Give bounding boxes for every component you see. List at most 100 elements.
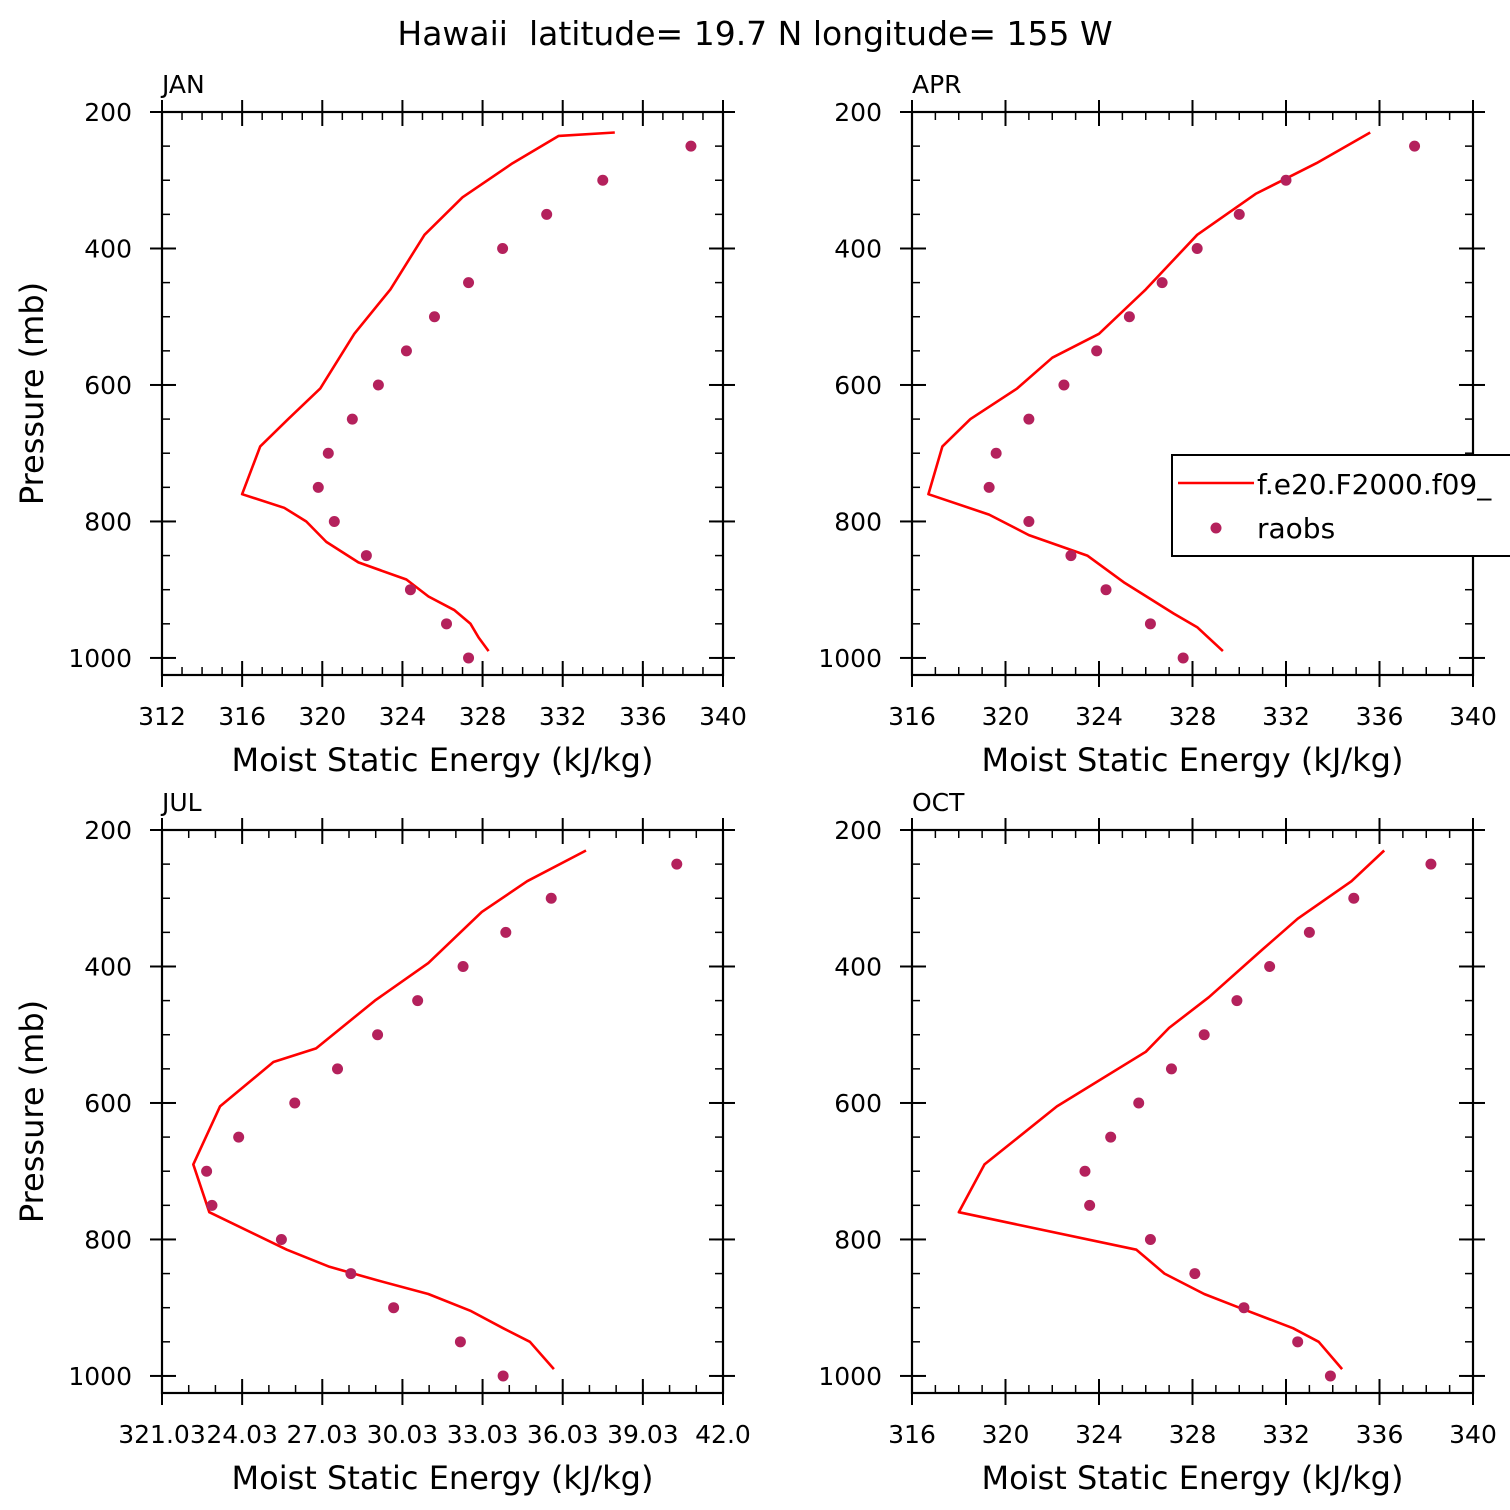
raobs-point xyxy=(1144,618,1156,630)
raobs-point xyxy=(983,481,995,493)
x-axis-title: Moist Static Energy (kJ/kg) xyxy=(232,1459,654,1497)
x-tick-label: 36.03 xyxy=(527,1420,599,1449)
raobs-point xyxy=(1058,379,1070,391)
raobs-point xyxy=(1425,858,1437,870)
raobs-point xyxy=(1091,345,1103,357)
y-tick-label: 800 xyxy=(834,507,882,536)
raobs-point xyxy=(328,515,340,527)
raobs-point xyxy=(500,926,512,938)
raobs-point xyxy=(1231,995,1243,1007)
x-tick-label: 316 xyxy=(888,702,936,731)
x-tick-label: 332 xyxy=(1262,1420,1310,1449)
raobs-point xyxy=(457,960,469,972)
panel-label: APR xyxy=(912,70,962,99)
panels: JAN 312 316 320 324 328 332 336 340 200 400 600 800 1… xyxy=(13,70,1510,1497)
raobs-point xyxy=(404,584,416,596)
raobs-point xyxy=(545,892,557,904)
raobs-point xyxy=(1100,584,1112,596)
raobs-point xyxy=(1165,1063,1177,1075)
y-tick-label: 800 xyxy=(84,507,132,536)
plot-frame xyxy=(160,828,725,1395)
raobs-point xyxy=(597,174,609,186)
model-series-line xyxy=(192,849,587,1370)
raobs-point xyxy=(322,447,334,459)
x-tick-label: 30.03 xyxy=(367,1420,439,1449)
x-tick-label: 324 xyxy=(379,702,427,731)
y-axis-title: Pressure (mb) xyxy=(13,282,51,505)
raobs-point xyxy=(233,1131,245,1143)
x-tick-label: 340 xyxy=(1449,702,1497,731)
y-tick-label: 400 xyxy=(834,234,882,263)
raobs-point xyxy=(388,1302,400,1314)
raobs-point xyxy=(497,1370,509,1382)
panel-label: JUL xyxy=(160,788,202,817)
y-axis-title: Pressure (mb) xyxy=(13,1000,51,1223)
plot-frame xyxy=(910,110,1475,677)
legend-dot-swatch xyxy=(1210,522,1222,534)
x-tick-label: 27.03 xyxy=(286,1420,358,1449)
y-tick-label: 200 xyxy=(834,816,882,845)
raobs-point xyxy=(990,447,1002,459)
model-series-line xyxy=(240,131,615,652)
raobs-point xyxy=(1292,1336,1304,1348)
y-tick-label: 800 xyxy=(834,1225,882,1254)
x-tick-label: 321.03 xyxy=(118,1420,205,1449)
panel-apr: APR 316 320 324 328 332 336 340 200 400 600 800 1000… xyxy=(818,70,1510,779)
raobs-point xyxy=(201,1165,213,1177)
raobs-point xyxy=(1156,277,1168,289)
raobs-point xyxy=(206,1199,218,1211)
y-tick-label: 600 xyxy=(834,1089,882,1118)
y-tick-label: 200 xyxy=(834,98,882,127)
x-tick-label: 39.03 xyxy=(607,1420,679,1449)
raobs-point xyxy=(1324,1370,1336,1382)
panel-oct: OCT 316 320 324 328 332 336 340 200 400 600 800 1000… xyxy=(818,788,1496,1497)
x-tick-label: 324 xyxy=(1075,702,1123,731)
x-tick-label: 332 xyxy=(1262,702,1310,731)
panel-jul: JUL 321.03 24.03 27.03 30.03 33.03 36.03 39.03 4… xyxy=(13,788,751,1497)
x-tick-label: 328 xyxy=(459,702,507,731)
raobs-point xyxy=(1264,960,1276,972)
raobs-point xyxy=(1133,1097,1145,1109)
raobs-point xyxy=(1198,1029,1210,1041)
x-axis-title: Moist Static Energy (kJ/kg) xyxy=(232,741,654,779)
y-tick-label: 1000 xyxy=(818,1362,882,1391)
x-tick-label: 320 xyxy=(982,702,1030,731)
raobs-point xyxy=(1023,413,1035,425)
y-tick-label: 1000 xyxy=(68,1362,132,1391)
x-tick-label: 24.03 xyxy=(206,1420,278,1449)
raobs-point xyxy=(360,550,372,562)
raobs-point xyxy=(332,1063,344,1075)
raobs-point xyxy=(685,140,697,152)
panel-label: JAN xyxy=(160,70,205,99)
x-tick-label: 340 xyxy=(699,702,747,731)
x-tick-label: 328 xyxy=(1169,1420,1217,1449)
y-tick-label: 400 xyxy=(84,234,132,263)
raobs-point xyxy=(463,277,475,289)
plot-frame xyxy=(910,828,1475,1395)
x-tick-label: 324 xyxy=(1075,1420,1123,1449)
plot-frame xyxy=(160,110,725,677)
model-series-line xyxy=(957,849,1386,1370)
x-tick-label: 336 xyxy=(1356,1420,1404,1449)
x-axis-title: Moist Static Energy (kJ/kg) xyxy=(982,1459,1404,1497)
raobs-point xyxy=(1238,1302,1250,1314)
x-tick-label: 328 xyxy=(1169,702,1217,731)
raobs-point xyxy=(346,413,358,425)
y-tick-label: 1000 xyxy=(818,644,882,673)
raobs-point xyxy=(1280,174,1292,186)
y-tick-label: 1000 xyxy=(68,644,132,673)
y-tick-label: 800 xyxy=(84,1225,132,1254)
legend-obs-label: raobs xyxy=(1257,512,1335,545)
raobs-point xyxy=(412,995,424,1007)
raobs-point xyxy=(372,379,384,391)
raobs-point xyxy=(1084,1199,1096,1211)
y-tick-label: 600 xyxy=(84,1089,132,1118)
x-tick-label: 332 xyxy=(539,702,587,731)
x-axis-title: Moist Static Energy (kJ/kg) xyxy=(982,741,1404,779)
raobs-point xyxy=(1079,1165,1091,1177)
y-tick-label: 400 xyxy=(84,952,132,981)
raobs-point xyxy=(671,858,683,870)
panel-jan: JAN 312 316 320 324 328 332 336 340 200 400 600 800 1… xyxy=(13,70,747,779)
raobs-point xyxy=(1177,652,1189,664)
